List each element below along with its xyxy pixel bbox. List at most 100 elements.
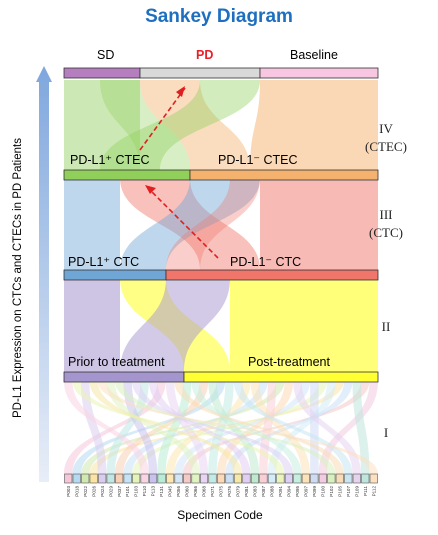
specimen-code-P088: P088 <box>270 486 275 497</box>
level-iii-sub: (CTC) <box>369 225 403 240</box>
level-iv-sub: (CTEC) <box>365 139 407 154</box>
specimen-code-P037: P037 <box>117 486 122 497</box>
specimen-layer: P003 P018 P022 P026 P024 P029 P037 P101 P103 P110… <box>64 473 378 497</box>
specimen-code-P095: P095 <box>295 486 300 497</box>
specimen-box-P094 <box>284 473 293 484</box>
specimen-code-P068: P068 <box>202 486 207 497</box>
specimen-box-P102 <box>327 473 336 484</box>
specimen-box-P003 <box>64 473 73 484</box>
specimen-box-P107 <box>344 473 353 484</box>
specimen-code-P045: P045 <box>168 486 173 497</box>
specimen-box-P079 <box>233 473 243 484</box>
specimen-box-P037 <box>115 473 124 484</box>
specimen-box-P068 <box>199 473 209 484</box>
specimen-code-P112: P112 <box>371 486 376 497</box>
bar-label-pdl1-neg-ctec: PD-L1⁻ CTEC <box>218 153 298 167</box>
flow-specimen-P102 <box>114 381 336 474</box>
bar-pdl1-pos-ctec <box>63 169 191 181</box>
specimen-box-P024 <box>98 473 107 484</box>
specimen-code-P060: P060 <box>185 486 190 497</box>
flow-specimen-P100 <box>318 381 378 474</box>
flow-specimen-P112 <box>97 381 378 474</box>
flow-specimen-P094 <box>131 381 294 474</box>
specimen-box-P026 <box>89 473 98 484</box>
specimen-box-P029 <box>106 473 115 484</box>
flow-specimen-P024 <box>80 381 107 474</box>
red-arrow-ctc-line <box>147 187 219 259</box>
flow-specimen-P107 <box>233 381 353 474</box>
bar-label-prior-treatment: Prior to treatment <box>68 355 165 369</box>
specimen-box-P113 <box>149 473 158 484</box>
flow-specimen-P087 <box>259 381 277 474</box>
flow-sd-to-pos-ctec <box>64 80 140 170</box>
flow-sd-to-pos-ctec-b <box>100 80 190 170</box>
flow-baseline-to-neg-ctec <box>250 80 378 170</box>
specimen-code-P107: P107 <box>346 486 351 497</box>
top-label-pd: PD <box>196 48 214 62</box>
specimen-box-P045 <box>166 473 175 484</box>
specimen-box-P131 <box>157 473 166 484</box>
specimen-box-P095 <box>293 473 302 484</box>
specimen-code-P094: P094 <box>286 486 291 497</box>
flow-pos-ctec-to-pos-ctc <box>64 178 120 270</box>
bar-pdl1-pos-ctc <box>63 269 167 281</box>
specimen-box-P100 <box>318 473 327 484</box>
specimen-box-P105 <box>335 473 344 484</box>
bar-layer <box>63 67 379 383</box>
flow-pos-ctec-to-neg-ctc <box>120 178 260 270</box>
specimen-box-P088 <box>267 473 276 484</box>
specimen-code-P003: P003 <box>66 486 71 497</box>
flow-neg-ctec-to-pos-ctc <box>120 178 260 270</box>
specimen-box-P081 <box>242 473 251 484</box>
specimen-code-P022: P022 <box>83 486 88 497</box>
specimen-box-P022 <box>81 473 90 484</box>
specimen-code-P109: P109 <box>354 486 359 497</box>
specimen-code-P101: P101 <box>125 486 130 497</box>
level-iv-numeral: IV <box>379 121 393 136</box>
flow-specimen-P068 <box>165 381 209 474</box>
specimen-code-P024: P024 <box>100 486 105 497</box>
flow-specimen-P091 <box>72 381 285 474</box>
specimen-code-P105: P105 <box>337 486 342 497</box>
specimen-code-P131: P131 <box>159 486 164 497</box>
flow-specimen-P111 <box>352 381 370 474</box>
bar-label-post-treatment: Post-treatment <box>248 355 330 369</box>
bar-baseline <box>259 67 379 79</box>
flow-specimen-P097 <box>250 381 311 474</box>
specimen-code-P026: P026 <box>91 486 96 497</box>
flow-neg-ctec-to-neg-ctc <box>260 178 378 270</box>
specimen-code-P100: P100 <box>320 486 325 497</box>
bar-pdl1-neg-ctec <box>189 169 379 181</box>
specimen-box-P018 <box>72 473 81 484</box>
flow-specimen-P110 <box>64 381 149 474</box>
flow-specimen-P081 <box>148 381 251 474</box>
flow-pos-ctc-to-prior <box>64 278 120 372</box>
x-axis-label: Specimen Code <box>177 508 263 522</box>
flow-pd-to-pos-ctec <box>100 80 260 170</box>
specimen-code-P110: P110 <box>142 486 147 497</box>
specimen-code-P102: P102 <box>329 486 334 497</box>
annotation-arrows <box>139 86 219 259</box>
flow-specimen-P109 <box>293 381 362 474</box>
specimen-code-P056: P056 <box>176 486 181 497</box>
specimen-code-P066: P066 <box>193 486 198 497</box>
specimen-code-P099: P099 <box>312 486 317 497</box>
red-arrow-ctec-head <box>176 86 185 97</box>
specimen-code-P075: P075 <box>219 486 224 497</box>
bar-pdl1-neg-ctc <box>165 269 379 281</box>
flow-neg-ctc-to-prior <box>120 278 230 372</box>
specimen-box-P099 <box>310 473 319 484</box>
level-i-label: I <box>356 424 416 442</box>
top-label-baseline: Baseline <box>290 48 338 62</box>
specimen-code-P083: P083 <box>253 486 258 497</box>
specimen-code-P113: P113 <box>151 486 156 497</box>
specimen-box-P111 <box>361 473 370 484</box>
level-iii-label: III (CTC) <box>356 206 416 242</box>
y-axis-label: PD-L1 Expression on CTCs and CTECs in PD… <box>12 138 24 418</box>
flow-specimen-P095 <box>191 381 302 474</box>
specimen-code-P097: P097 <box>303 486 308 497</box>
flow-specimen-P088 <box>267 381 336 474</box>
flow-neg-ctec-to-neg-ctc-b <box>166 178 260 270</box>
